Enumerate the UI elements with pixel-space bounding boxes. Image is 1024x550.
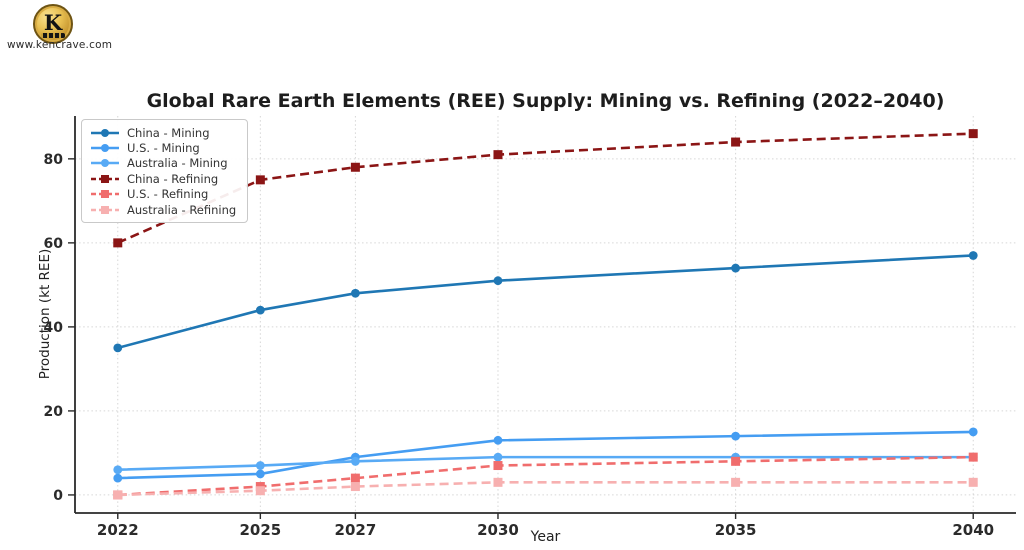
data-point-australia-refining-2025 bbox=[255, 486, 265, 496]
legend-marker-u-s-refining bbox=[91, 190, 119, 199]
website-url: www.kencrave.com bbox=[7, 39, 113, 51]
x-tick-label-2025: 2025 bbox=[239, 521, 281, 539]
data-point-china-refining-2022 bbox=[113, 238, 123, 248]
legend-item-u-s-refining: U.S. - Refining bbox=[90, 187, 236, 202]
data-point-australia-mining-2030 bbox=[493, 452, 503, 462]
legend-label-u-s-refining: U.S. - Refining bbox=[127, 187, 209, 202]
data-point-china-mining-2035 bbox=[731, 263, 741, 273]
legend-square-icon bbox=[101, 205, 109, 214]
legend-marker-australia-mining bbox=[91, 159, 119, 168]
data-point-u-s-mining-2025 bbox=[255, 469, 265, 479]
y-tick-label-80: 80 bbox=[44, 152, 64, 168]
series-line-u-s-refining bbox=[117, 455, 974, 497]
chart-title: Global Rare Earth Elements (REE) Supply:… bbox=[146, 90, 945, 112]
data-point-australia-refining-2040 bbox=[968, 477, 978, 487]
legend-item-australia-mining: Australia - Mining bbox=[90, 156, 236, 171]
x-tick-label-2040: 2040 bbox=[952, 521, 994, 539]
data-point-australia-mining-2022 bbox=[113, 465, 123, 475]
legend-label-australia-refining: Australia - Refining bbox=[127, 202, 237, 217]
data-point-china-mining-2022 bbox=[113, 343, 123, 353]
legend-marker-australia-refining bbox=[91, 205, 119, 214]
x-tick-label-2035: 2035 bbox=[715, 521, 757, 539]
data-point-u-s-refining-2027 bbox=[350, 473, 360, 483]
data-point-australia-refining-2027 bbox=[350, 482, 360, 492]
y-tick-label-20: 20 bbox=[44, 404, 64, 420]
data-point-china-refining-2040 bbox=[968, 129, 978, 139]
logo-letter: K bbox=[43, 9, 63, 35]
legend-item-u-s-mining: U.S. - Mining bbox=[90, 140, 236, 155]
data-point-u-s-mining-2022 bbox=[113, 473, 123, 483]
legend-item-china-refining: China - Refining bbox=[90, 171, 236, 186]
data-point-u-s-mining-2035 bbox=[731, 431, 741, 441]
data-point-china-mining-2030 bbox=[493, 276, 503, 286]
legend-label-australia-mining: Australia - Mining bbox=[127, 156, 228, 171]
legend-square-icon bbox=[101, 174, 109, 183]
x-tick-label-2022: 2022 bbox=[97, 521, 139, 539]
kencrave-logo-icon: K bbox=[33, 4, 73, 44]
legend-item-china-mining: China - Mining bbox=[90, 125, 236, 140]
series-line-australia-mining bbox=[117, 455, 974, 472]
data-point-australia-refining-2030 bbox=[493, 477, 503, 487]
data-point-china-mining-2040 bbox=[968, 251, 978, 260]
legend-square-icon bbox=[101, 190, 109, 199]
y-tick-label-40: 40 bbox=[44, 320, 64, 336]
y-tick-label-60: 60 bbox=[44, 236, 64, 252]
legend-circle-icon bbox=[101, 128, 109, 137]
x-tick-label-2030: 2030 bbox=[477, 521, 519, 539]
data-point-u-s-mining-2040 bbox=[968, 427, 978, 437]
legend-marker-u-s-mining bbox=[91, 144, 119, 153]
legend-marker-china-mining bbox=[91, 128, 119, 137]
legend-marker-china-refining bbox=[91, 174, 119, 183]
data-point-australia-refining-2035 bbox=[731, 477, 741, 487]
data-point-china-mining-2025 bbox=[255, 305, 265, 315]
legend-circle-icon bbox=[101, 159, 109, 168]
data-point-u-s-mining-2030 bbox=[493, 435, 503, 445]
legend-label-china-mining: China - Mining bbox=[127, 125, 210, 140]
data-point-china-refining-2030 bbox=[493, 150, 503, 160]
data-point-china-refining-2025 bbox=[255, 175, 265, 185]
series-line-u-s-mining bbox=[117, 430, 974, 480]
chart-legend: China - Mining U.S. - Mining Australia - M… bbox=[81, 119, 249, 224]
legend-circle-icon bbox=[101, 144, 109, 153]
data-point-u-s-refining-2040 bbox=[968, 452, 978, 462]
y-tick-label-0: 0 bbox=[53, 488, 63, 504]
data-point-australia-mining-2027 bbox=[350, 456, 360, 466]
data-point-australia-mining-2025 bbox=[255, 461, 265, 470]
data-point-china-refining-2027 bbox=[350, 162, 360, 172]
data-point-u-s-refining-2030 bbox=[493, 461, 503, 471]
series-line-china-mining bbox=[117, 254, 974, 350]
legend-item-australia-refining: Australia - Refining bbox=[90, 202, 236, 217]
data-point-u-s-refining-2035 bbox=[731, 456, 741, 466]
logo-band bbox=[41, 33, 65, 38]
x-tick-label-2027: 2027 bbox=[335, 521, 377, 539]
x-axis-label: Year bbox=[530, 529, 561, 545]
series-line-australia-refining bbox=[117, 481, 974, 497]
data-point-china-mining-2027 bbox=[350, 288, 360, 298]
data-point-china-refining-2035 bbox=[731, 137, 741, 147]
legend-label-u-s-mining: U.S. - Mining bbox=[127, 141, 200, 156]
data-point-australia-refining-2022 bbox=[113, 490, 123, 500]
legend-label-china-refining: China - Refining bbox=[127, 171, 219, 186]
